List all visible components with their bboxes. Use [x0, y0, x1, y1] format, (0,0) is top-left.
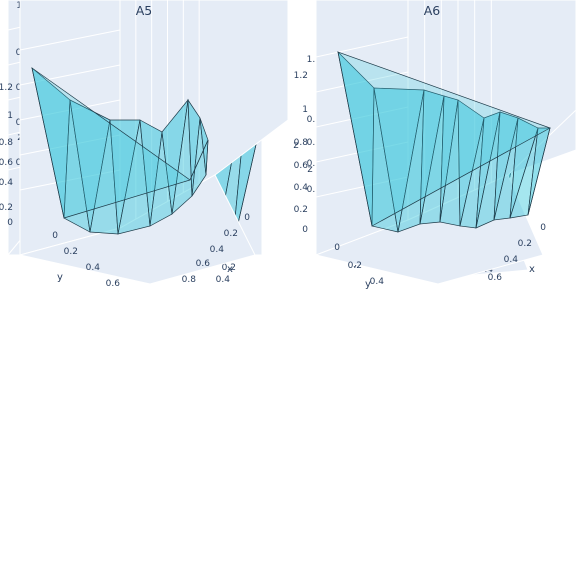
mesh-side-face — [31, 67, 191, 219]
x-tick-label: 0.8 — [182, 275, 197, 285]
z-tick-label: 0.8 — [0, 138, 13, 148]
x-axis-label: x — [227, 264, 233, 275]
z-tick-label: 0 — [7, 218, 13, 228]
z-tick-label: 1 — [7, 111, 13, 121]
z-tick-label: 0 — [302, 225, 308, 235]
x-tick-label: 0.4 — [504, 255, 519, 265]
chart-scene: 0 0.2 0.4 0.6 0.8 1 1.2 0 0.2 0.4 0.6 0 0.2 0.4 0.6 0.8… — [0, 0, 288, 289]
z-tick-label: 0.6 — [307, 138, 322, 148]
z-tick-label: 1.2 — [307, 55, 321, 65]
x-tick-label: 0.2 — [518, 239, 532, 249]
z-tick-label: 0.6 — [294, 161, 309, 171]
floor-plane — [19, 174, 256, 285]
z-tick-label: 0.4 — [0, 178, 13, 188]
y-axis-label: y — [365, 279, 371, 290]
x-tick-label: 0 — [540, 223, 546, 233]
x-axis-label: x — [529, 264, 535, 275]
x-tick-label: 0.4 — [216, 275, 231, 285]
gridline — [19, 29, 121, 51]
z-tick-label: 0.4 — [294, 183, 309, 193]
y-tick-label: 0.2 — [64, 247, 78, 257]
z-tick-label: 0.8 — [307, 115, 322, 125]
z-tick-label: 0.2 — [294, 205, 308, 215]
mesh-face — [527, 127, 551, 216]
gridline — [19, 99, 121, 121]
z-tick-label: 1 — [16, 1, 22, 11]
z-tick-label: 0.2 — [307, 185, 321, 195]
chart-title: A6 — [423, 3, 441, 18]
x-tick-label: 0.2 — [222, 263, 236, 273]
x-tick-label: 0.6 — [488, 273, 503, 283]
z-axis-label: z — [293, 140, 298, 151]
y-axis-label: y — [57, 272, 63, 283]
gridline — [315, 36, 409, 58]
z-tick-label: 0.4 — [307, 159, 322, 169]
z-tick-label: 1.2 — [294, 71, 308, 81]
y-tick-label: 0.4 — [370, 277, 385, 287]
floor-plane — [314, 174, 544, 285]
y-tick-label: 0 — [334, 243, 340, 253]
mesh-side-face — [337, 51, 551, 227]
x-tick-label: 0.2 — [224, 229, 238, 239]
mesh-face — [205, 139, 209, 176]
z-tick-label: 1 — [302, 105, 308, 115]
chart-panel-4: 00.20.40.60.811.200.20.40.600.20.40.6zyx… — [288, 0, 576, 290]
gridline — [19, 169, 121, 191]
chart-title: A5 — [135, 3, 153, 18]
x-tick-label: 0.6 — [196, 259, 211, 269]
y-tick-label: 0.4 — [86, 263, 101, 273]
x-tick-label: 0.4 — [210, 245, 225, 255]
y-tick-label: 0.6 — [106, 279, 121, 289]
x-tick-label: 0 — [244, 213, 250, 223]
chart-panel-3: 0 0.2 0.4 0.6 0.8 1 1.2 0 0.2 0.4 0.6 0 0.2 0.4 0.6 0.8… — [0, 0, 288, 290]
z-tick-label: 0.8 — [294, 138, 309, 148]
z-tick-label: 1.2 — [0, 83, 13, 93]
mesh-face — [189, 139, 209, 181]
z-tick-label: 0.2 — [0, 203, 13, 213]
z-axis-label: z — [307, 164, 312, 175]
y-tick-label: 0 — [52, 231, 58, 241]
z-tick-label: 0.6 — [0, 158, 13, 168]
y-tick-label: 0.2 — [348, 261, 362, 271]
